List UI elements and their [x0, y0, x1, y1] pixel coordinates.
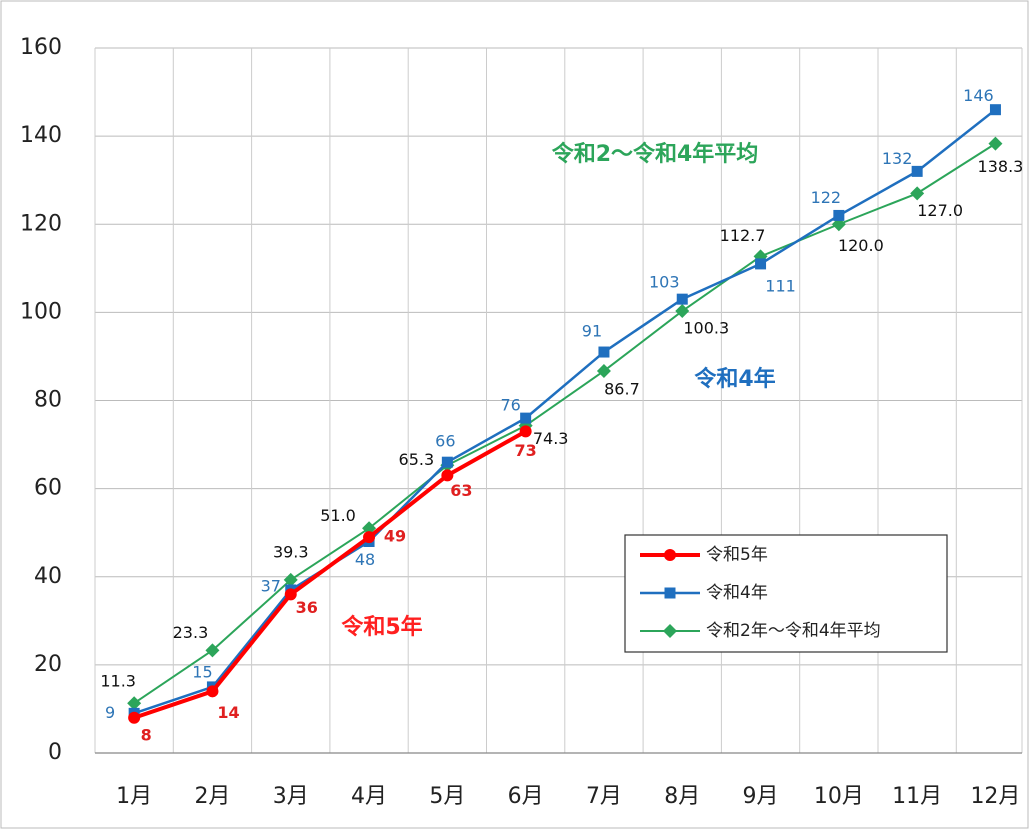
- series-line: [133, 108, 997, 715]
- marker: [676, 293, 688, 305]
- marker: [363, 531, 376, 544]
- value-label: 39.3: [273, 542, 309, 561]
- y-tick-label: 100: [20, 299, 62, 324]
- x-tick-label: 12月: [970, 784, 1020, 809]
- marker: [989, 104, 1001, 116]
- x-tick-label: 4月: [351, 784, 387, 809]
- marker: [664, 549, 676, 561]
- legend-label: 令和5年: [706, 545, 768, 565]
- value-label: 14: [217, 703, 239, 722]
- marker: [520, 412, 532, 424]
- y-tick-label: 160: [20, 35, 62, 60]
- value-label: 138.3: [978, 157, 1024, 176]
- x-tick-label: 1月: [116, 784, 152, 809]
- legend-label: 令和2年～令和4年平均: [706, 621, 881, 641]
- marker: [833, 209, 845, 221]
- marker: [596, 363, 611, 378]
- value-label: 11.3: [100, 672, 136, 691]
- annotation: 令和4年: [694, 366, 775, 392]
- y-tick-label: 20: [34, 652, 62, 677]
- value-label: 111: [765, 276, 796, 295]
- x-tick-label: 6月: [508, 784, 544, 809]
- y-tick-label: 140: [20, 123, 62, 148]
- y-tick-label: 120: [20, 211, 62, 236]
- value-label: 91: [582, 322, 602, 341]
- x-tick-label: 9月: [743, 784, 779, 809]
- marker: [441, 469, 454, 482]
- value-label: 86.7: [604, 379, 640, 398]
- marker: [206, 685, 219, 698]
- value-label: 51.0: [320, 506, 356, 525]
- value-label: 146: [963, 86, 994, 105]
- marker: [441, 456, 453, 468]
- marker: [362, 521, 377, 536]
- marker: [911, 165, 923, 177]
- value-label: 15: [192, 662, 212, 681]
- value-label: 66: [435, 432, 455, 451]
- y-tick-label: 60: [34, 476, 62, 501]
- marker: [675, 304, 690, 319]
- value-label: 8: [141, 725, 152, 744]
- value-label: 37: [261, 576, 281, 595]
- y-tick-label: 80: [34, 388, 62, 413]
- marker: [663, 624, 677, 638]
- marker: [988, 136, 1003, 151]
- annotation: 令和2～令和4年平均: [552, 141, 759, 167]
- marker: [127, 696, 142, 711]
- x-tick-label: 11月: [892, 784, 942, 809]
- x-tick-label: 7月: [586, 784, 622, 809]
- value-label: 73: [515, 441, 537, 460]
- value-label: 76: [500, 396, 520, 415]
- series-line: [133, 429, 527, 720]
- marker: [205, 643, 220, 658]
- x-tick-label: 3月: [273, 784, 309, 809]
- value-label: 100.3: [683, 319, 729, 338]
- value-label: 103: [649, 273, 680, 292]
- value-label: 63: [450, 481, 472, 500]
- value-label: 120.0: [838, 236, 884, 255]
- annotation: 令和5年: [341, 614, 422, 640]
- value-label: 48: [355, 550, 375, 569]
- value-label: 132: [882, 149, 913, 168]
- legend-label: 令和4年: [706, 583, 768, 603]
- marker: [910, 186, 925, 201]
- value-label: 112.7: [720, 226, 766, 245]
- value-label: 36: [296, 598, 318, 617]
- marker: [128, 711, 141, 724]
- value-label: 127.0: [917, 201, 963, 220]
- value-label: 65.3: [399, 450, 435, 469]
- x-tick-label: 2月: [194, 784, 230, 809]
- marker: [284, 588, 297, 601]
- value-label: 9: [105, 703, 115, 722]
- marker: [283, 572, 298, 587]
- marker: [664, 587, 676, 599]
- value-label: 122: [811, 188, 842, 207]
- x-tick-label: 10月: [814, 784, 864, 809]
- value-label: 23.3: [173, 623, 209, 642]
- value-label: 49: [384, 527, 406, 546]
- marker: [755, 258, 767, 270]
- series-line: [133, 142, 996, 705]
- x-tick-label: 8月: [664, 784, 700, 809]
- marker: [519, 425, 532, 438]
- marker: [598, 346, 610, 358]
- x-tick-label: 5月: [429, 784, 465, 809]
- y-tick-label: 0: [48, 740, 62, 765]
- y-tick-label: 40: [34, 564, 62, 589]
- value-label: 74.3: [533, 429, 569, 448]
